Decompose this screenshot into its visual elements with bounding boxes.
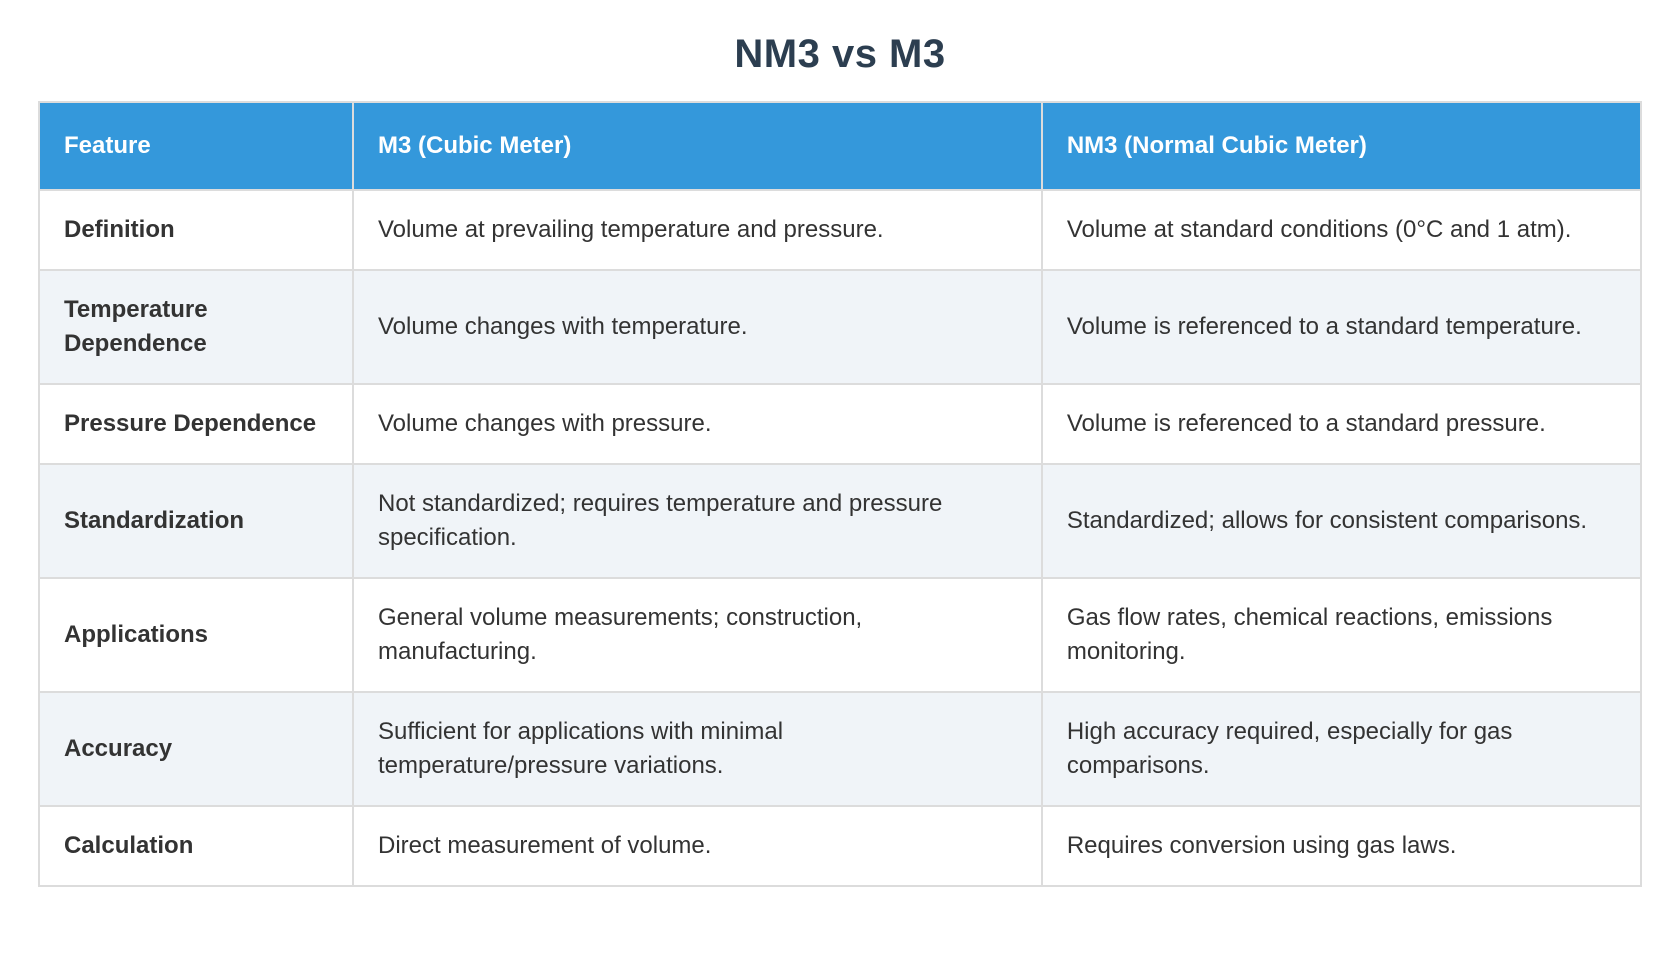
nm3-cell: Standardized; allows for consistent comp… [1040, 463, 1643, 579]
m3-cell: Volume at prevailing temperature and pre… [351, 189, 1043, 271]
table-row-applications: Applications General volume measurements… [38, 577, 1643, 693]
nm3-cell: High accuracy required, especially for g… [1040, 691, 1643, 807]
m3-cell: General volume measurements; constructio… [351, 577, 1043, 693]
table-row-accuracy: Accuracy Sufficient for applications wit… [38, 691, 1643, 807]
table-row-standardization: Standardization Not standardized; requir… [38, 463, 1643, 579]
table-header: Feature M3 (Cubic Meter) NM3 (Normal Cub… [38, 101, 1643, 191]
nm3-cell: Volume is referenced to a standard press… [1040, 383, 1643, 465]
table-row-pressure-dependence: Pressure Dependence Volume changes with … [38, 383, 1643, 465]
column-header-nm3: NM3 (Normal Cubic Meter) [1040, 101, 1643, 191]
table-row-calculation: Calculation Direct measurement of volume… [38, 805, 1643, 887]
table-row-temperature-dependence: Temperature Dependence Volume changes wi… [38, 269, 1643, 385]
header-row: Feature M3 (Cubic Meter) NM3 (Normal Cub… [38, 101, 1643, 191]
m3-cell: Sufficient for applications with minimal… [351, 691, 1043, 807]
feature-cell: Applications [38, 577, 354, 693]
table-body: Definition Volume at prevailing temperat… [38, 189, 1643, 887]
column-header-m3: M3 (Cubic Meter) [351, 101, 1043, 191]
m3-cell: Volume changes with temperature. [351, 269, 1043, 385]
feature-cell: Standardization [38, 463, 354, 579]
nm3-cell: Volume is referenced to a standard tempe… [1040, 269, 1643, 385]
nm3-cell: Gas flow rates, chemical reactions, emis… [1040, 577, 1643, 693]
table-row-definition: Definition Volume at prevailing temperat… [38, 189, 1643, 271]
comparison-table: Feature M3 (Cubic Meter) NM3 (Normal Cub… [38, 101, 1643, 887]
nm3-cell: Volume at standard conditions (0°C and 1… [1040, 189, 1643, 271]
nm3-cell: Requires conversion using gas laws. [1040, 805, 1643, 887]
feature-cell: Accuracy [38, 691, 354, 807]
feature-cell: Calculation [38, 805, 354, 887]
feature-cell: Pressure Dependence [38, 383, 354, 465]
feature-cell: Temperature Dependence [38, 269, 354, 385]
m3-cell: Not standardized; requires temperature a… [351, 463, 1043, 579]
m3-cell: Volume changes with pressure. [351, 383, 1043, 465]
page-title: NM3 vs M3 [734, 32, 946, 76]
m3-cell: Direct measurement of volume. [351, 805, 1043, 887]
column-header-feature: Feature [38, 101, 354, 191]
feature-cell: Definition [38, 189, 354, 271]
